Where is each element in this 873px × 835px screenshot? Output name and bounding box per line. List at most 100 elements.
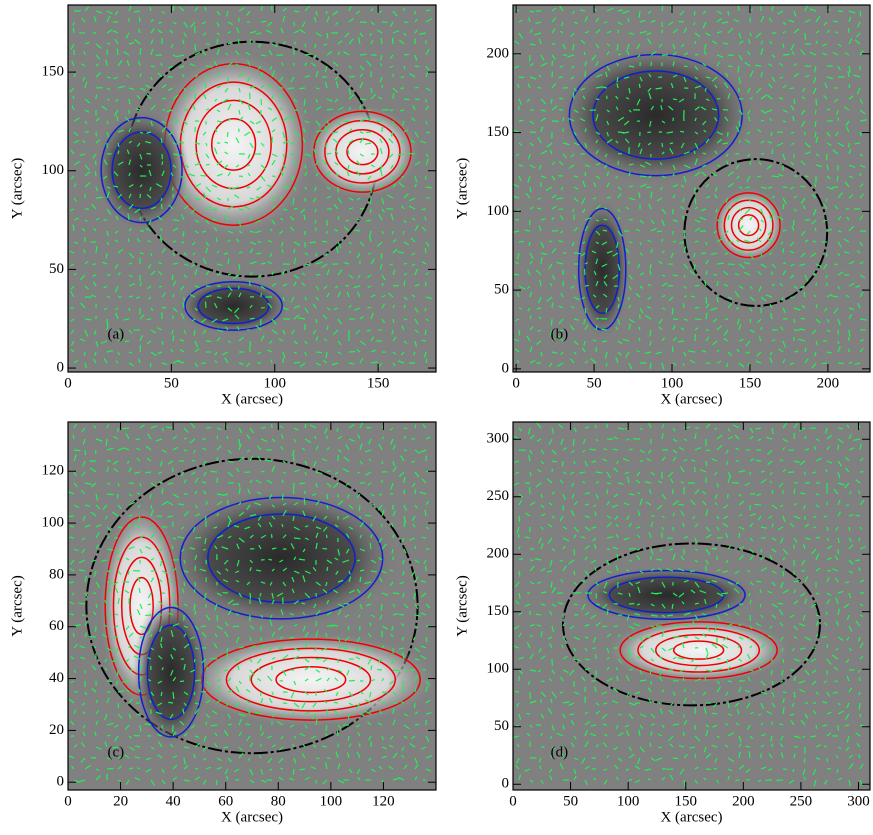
vector bbox=[239, 264, 240, 270]
vector bbox=[404, 263, 407, 264]
vector bbox=[371, 535, 372, 538]
vector bbox=[327, 153, 331, 154]
vector bbox=[815, 110, 816, 114]
vector bbox=[146, 153, 151, 154]
vector bbox=[173, 120, 179, 121]
vector bbox=[618, 153, 622, 154]
vector bbox=[217, 436, 218, 439]
vector bbox=[695, 754, 696, 758]
vector bbox=[194, 692, 195, 695]
vector bbox=[683, 732, 684, 736]
vector bbox=[415, 546, 416, 549]
vector bbox=[745, 746, 750, 747]
y-tick-label: 120 bbox=[42, 463, 65, 479]
x-axis-label: X (arcsec) bbox=[221, 809, 283, 825]
vector bbox=[327, 567, 328, 571]
vector bbox=[334, 702, 338, 703]
vector bbox=[573, 439, 574, 446]
x-axis-label: X (arcsec) bbox=[660, 809, 722, 825]
vector bbox=[348, 736, 349, 741]
x-tick-label: 200 bbox=[817, 375, 840, 391]
vector bbox=[95, 171, 96, 176]
vector bbox=[603, 724, 607, 725]
vector bbox=[706, 461, 707, 466]
y-tick-label: 50 bbox=[494, 718, 509, 734]
vector bbox=[233, 626, 239, 627]
vector bbox=[393, 285, 399, 286]
vector bbox=[849, 84, 850, 88]
vector bbox=[261, 21, 267, 22]
vector bbox=[723, 43, 728, 44]
vector bbox=[382, 692, 388, 693]
vector bbox=[150, 494, 151, 499]
vector bbox=[595, 425, 596, 428]
vector bbox=[838, 341, 839, 344]
vector bbox=[760, 604, 761, 607]
vector bbox=[136, 439, 140, 440]
vector bbox=[849, 330, 850, 337]
vector bbox=[190, 88, 195, 89]
vector bbox=[794, 99, 795, 104]
vector bbox=[585, 172, 586, 176]
y-tick-label: 300 bbox=[487, 431, 510, 447]
y-axis-label: Y (arcsec) bbox=[9, 575, 25, 636]
vector bbox=[173, 335, 174, 341]
vector bbox=[205, 516, 206, 520]
y-tick-label: 100 bbox=[42, 515, 65, 531]
vector bbox=[585, 285, 589, 286]
vector bbox=[805, 659, 809, 660]
vector bbox=[670, 143, 673, 144]
vector bbox=[381, 253, 382, 259]
x-tick-label: 120 bbox=[372, 793, 395, 809]
vector bbox=[316, 758, 319, 759]
vector bbox=[585, 427, 589, 428]
vector bbox=[425, 248, 426, 253]
y-tick-label: 60 bbox=[49, 618, 64, 634]
vector bbox=[304, 498, 305, 505]
vector bbox=[261, 427, 266, 428]
vector bbox=[826, 253, 827, 257]
vector bbox=[790, 297, 794, 298]
vector bbox=[706, 242, 707, 245]
vector bbox=[390, 264, 393, 265]
vector bbox=[672, 604, 673, 609]
vector bbox=[754, 504, 761, 505]
vector bbox=[657, 231, 662, 232]
vector bbox=[757, 581, 761, 582]
vector bbox=[552, 303, 553, 308]
vector bbox=[261, 471, 264, 472]
y-axis-label: Y (arcsec) bbox=[9, 158, 25, 219]
vector bbox=[228, 258, 229, 264]
vector bbox=[247, 187, 250, 188]
magnetogram bbox=[513, 422, 870, 790]
vector bbox=[96, 197, 103, 198]
vector bbox=[162, 307, 166, 308]
y-tick-label: 0 bbox=[502, 776, 510, 792]
vector bbox=[172, 275, 173, 280]
vector bbox=[327, 33, 328, 39]
vector bbox=[617, 554, 618, 560]
vector bbox=[299, 88, 305, 89]
y-tick-label: 100 bbox=[487, 203, 510, 219]
x-tick-label: 100 bbox=[320, 793, 343, 809]
vector bbox=[360, 577, 361, 582]
vector bbox=[415, 87, 418, 88]
vector bbox=[529, 220, 530, 225]
vector bbox=[629, 219, 633, 220]
y-tick-label: 50 bbox=[49, 261, 64, 277]
vector bbox=[294, 538, 300, 539]
vector bbox=[513, 274, 519, 275]
x-tick-label: 0 bbox=[512, 375, 520, 391]
vector bbox=[562, 461, 563, 466]
vector bbox=[316, 352, 322, 353]
vector bbox=[584, 52, 585, 55]
vector bbox=[315, 209, 316, 212]
vector bbox=[519, 241, 524, 242]
vector bbox=[574, 461, 575, 464]
magnetogram bbox=[68, 5, 436, 372]
vector bbox=[805, 176, 808, 177]
vector bbox=[662, 143, 663, 147]
y-tick-label: 150 bbox=[487, 603, 510, 619]
vector bbox=[559, 77, 563, 78]
vector bbox=[656, 559, 662, 560]
